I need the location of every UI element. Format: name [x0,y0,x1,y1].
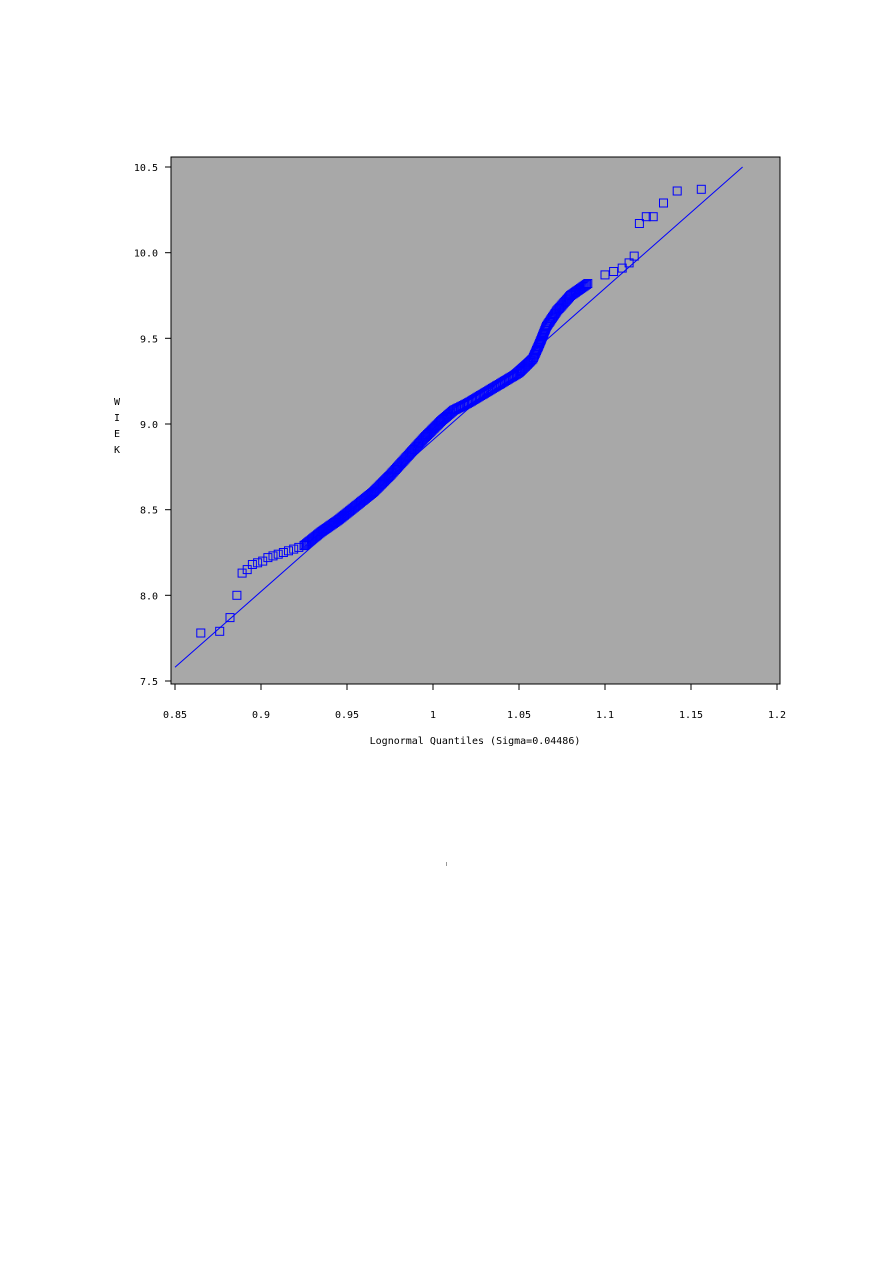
data-point [196,628,206,638]
y-axis-title-letter: K [114,445,120,456]
data-point [289,544,299,554]
data-point [641,212,651,222]
marker-layer [196,184,706,638]
y-tick-label: 10.0 [134,249,158,260]
x-axis: 0.85 0.9 0.95 1 1.05 1.1 1.15 1.2 [163,684,786,721]
data-point [648,212,658,222]
data-point [284,546,293,556]
data-point [659,198,668,208]
data-point [582,279,592,289]
data-point [580,280,590,290]
data-point [278,548,288,557]
y-tick-label: 9.0 [140,420,158,431]
x-axis-title: Lognormal Quantiles (Sigma=0.04486) [370,736,581,747]
x-tick-label: 1.1 [596,710,614,721]
plot-area [170,156,781,685]
data-point [232,590,242,600]
data-point [583,279,593,288]
reference-line [174,166,743,668]
data-point [253,558,263,568]
data-point [294,542,304,552]
y-tick-label: 7.5 [140,677,158,688]
stray-mark [446,862,447,866]
y-tick-label: 9.5 [140,334,158,345]
data-point [242,565,252,575]
x-tick-label: 1.2 [768,710,786,721]
x-tick-label: 0.95 [335,710,359,721]
data-point [696,184,706,194]
x-tick-label: 1.05 [507,710,531,721]
data-point [634,219,644,228]
data-point [263,553,273,563]
x-tick-label: 1 [430,710,436,721]
data-point [672,186,682,196]
y-tick-label: 8.0 [140,591,158,602]
data-point [617,263,627,273]
data-point [600,270,610,280]
y-axis-title-letter: W [114,397,121,408]
y-tick-label: 10.5 [134,163,158,174]
y-axis: 7.5 8.0 8.5 9.0 9.5 10.0 10.5 [134,163,171,688]
x-tick-label: 1.15 [679,710,703,721]
x-tick-label: 0.85 [163,710,187,721]
y-axis-title-letter: I [114,413,120,424]
quantile-curve-layer [299,279,593,551]
y-tick-label: 8.5 [140,506,158,517]
reference-line-layer [174,166,743,668]
data-point [268,551,278,561]
data-point [247,560,257,569]
data-point [629,251,639,261]
y-axis-title-letter: E [114,429,120,440]
data-point [299,541,309,551]
data-point [273,549,283,559]
data-point [225,613,235,623]
data-point [609,267,619,276]
x-tick-label: 0.9 [252,710,270,721]
